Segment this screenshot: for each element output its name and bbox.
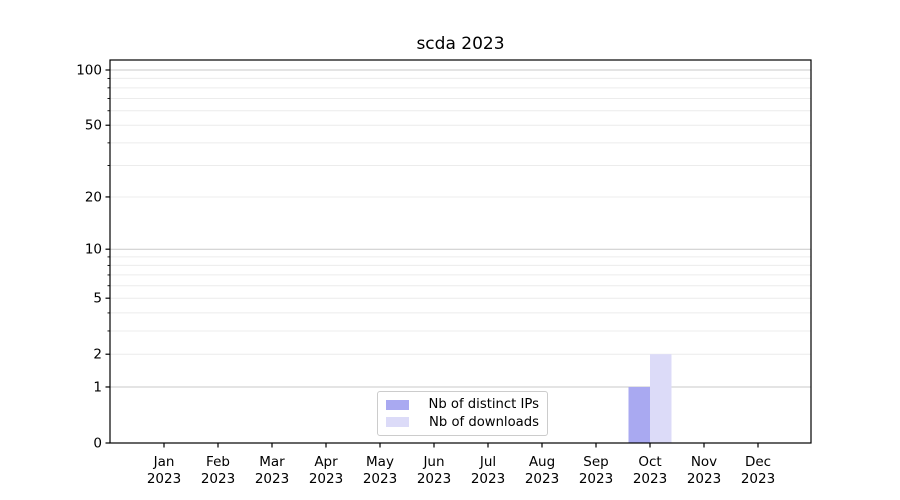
x-tick-label-month: Aug — [529, 454, 555, 470]
legend-entry: Nb of downloads — [384, 414, 539, 431]
chart-title: scda 2023 — [416, 34, 505, 54]
x-tick-label-month: Jul — [479, 454, 496, 470]
x-tick-label-year: 2023 — [633, 471, 667, 487]
y-tick-label: 2 — [93, 347, 102, 363]
x-tick-label-month: Jun — [422, 454, 444, 470]
y-tick-label: 5 — [93, 291, 102, 307]
x-tick-label-year: 2023 — [741, 471, 775, 487]
x-tick-label-month: Oct — [638, 454, 661, 470]
x-tick-label-month: Dec — [745, 454, 771, 470]
y-tick-label: 10 — [85, 242, 102, 258]
x-tick-label-year: 2023 — [201, 471, 235, 487]
y-tick-label: 50 — [85, 118, 102, 134]
bar-distinct-ips — [628, 386, 650, 443]
bar-downloads — [650, 354, 672, 443]
legend-label: Nb of distinct IPs — [428, 397, 539, 413]
x-tick-label-year: 2023 — [255, 471, 289, 487]
x-tick-label-year: 2023 — [363, 471, 397, 487]
x-tick-label-month: Sep — [583, 454, 608, 470]
x-tick-label-year: 2023 — [525, 471, 559, 487]
x-tick-label-year: 2023 — [309, 471, 343, 487]
legend-label: Nb of downloads — [429, 414, 539, 430]
y-tick-label: 20 — [85, 189, 102, 205]
x-tick-label-month: Nov — [691, 454, 717, 470]
legend-swatch-downloads — [386, 417, 409, 428]
x-tick-label-year: 2023 — [579, 471, 613, 487]
legend-swatch-distinct-ips — [386, 399, 409, 410]
x-tick-label-year: 2023 — [147, 471, 181, 487]
x-tick-label-year: 2023 — [417, 471, 451, 487]
y-tick-label: 1 — [93, 379, 102, 395]
chart-legend: Nb of distinct IPs Nb of downloads — [377, 391, 548, 436]
x-tick-label-month: Jan — [153, 454, 175, 470]
legend-entry: Nb of distinct IPs — [384, 396, 539, 413]
x-tick-label-month: Mar — [259, 454, 285, 470]
x-tick-label-month: Apr — [314, 454, 338, 470]
plot-border — [109, 59, 812, 444]
x-tick-label-month: Feb — [206, 454, 230, 470]
y-tick-label: 0 — [93, 436, 102, 452]
x-tick-label-year: 2023 — [687, 471, 721, 487]
x-tick-label-month: May — [366, 454, 394, 470]
x-tick-label-year: 2023 — [471, 471, 505, 487]
y-tick-label: 100 — [76, 63, 102, 79]
